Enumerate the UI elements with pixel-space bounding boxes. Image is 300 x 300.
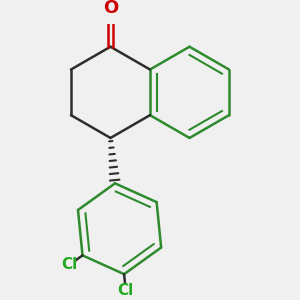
Text: O: O (103, 0, 118, 17)
Text: Cl: Cl (61, 257, 78, 272)
Text: Cl: Cl (118, 283, 134, 298)
